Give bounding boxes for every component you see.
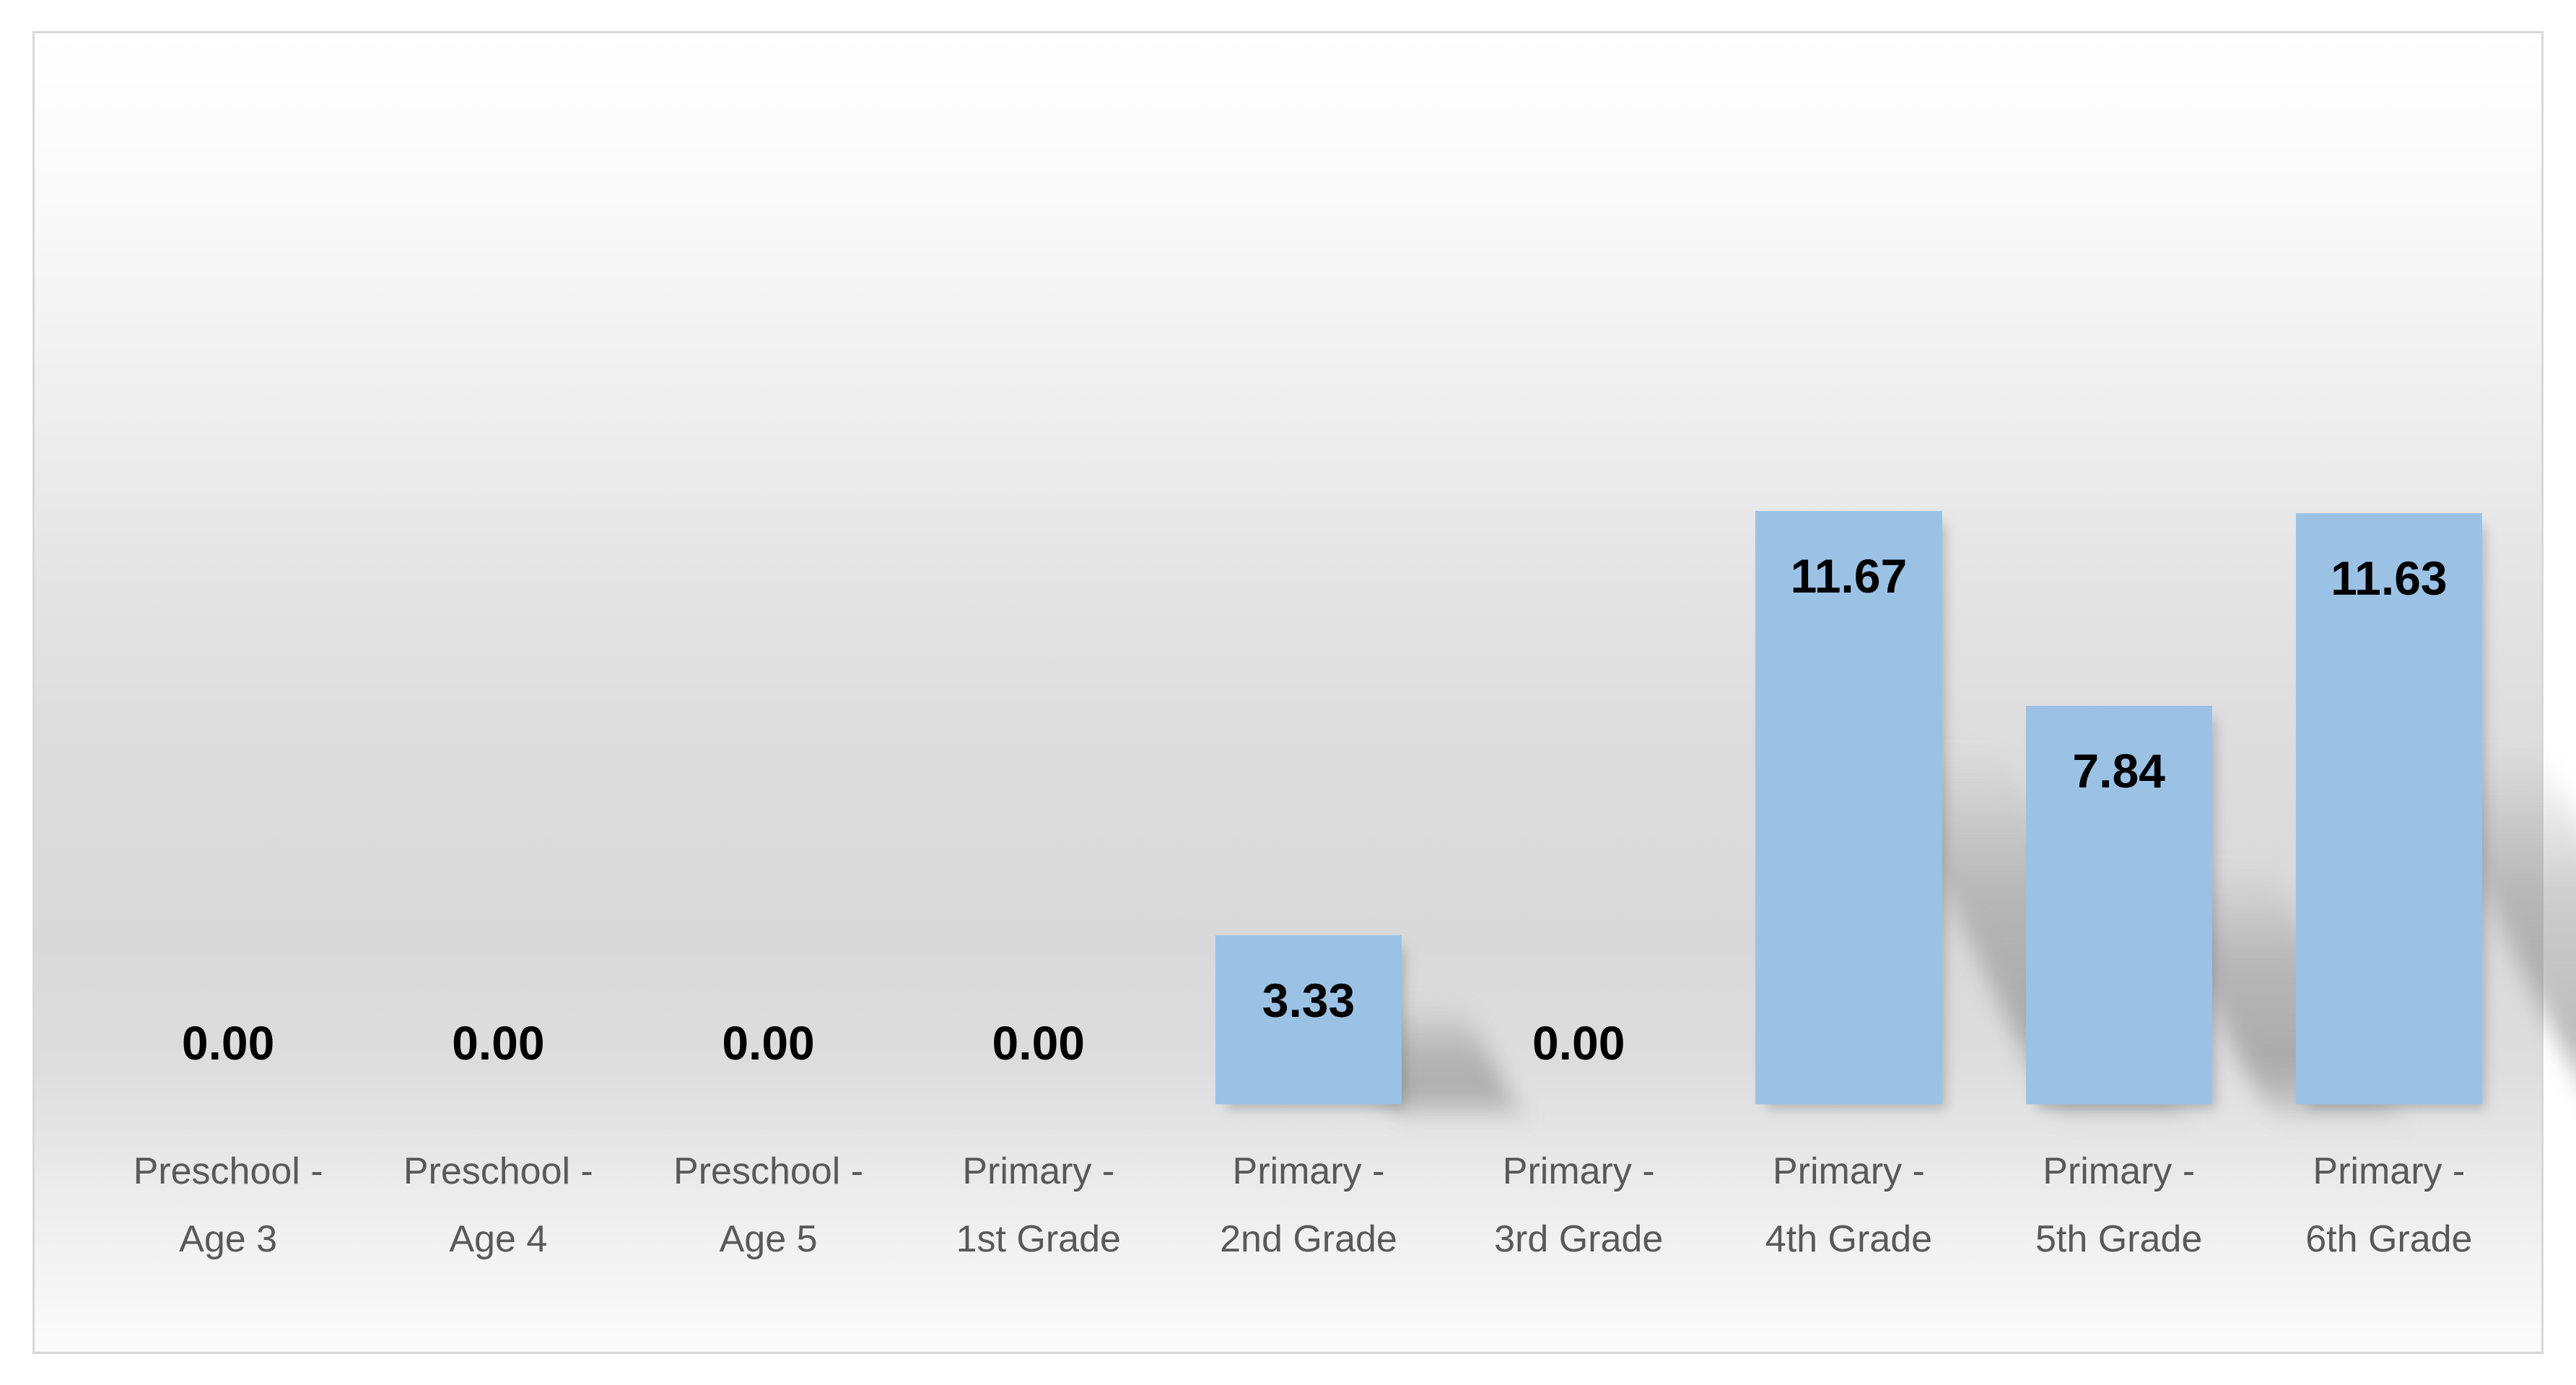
category-label-line: Primary -	[1772, 1150, 1925, 1192]
category-label-line: Primary -	[1502, 1150, 1655, 1192]
category-label-line: Age 4	[449, 1218, 548, 1260]
category-label-line: 1st Grade	[956, 1218, 1121, 1260]
category-label-primary-2nd-grade: Primary - 2nd Grade	[1174, 1137, 1444, 1273]
data-label-primary-6th-grade: 11.63	[2331, 551, 2448, 605]
bar-slot-preschool-age-3: 0.00	[93, 33, 363, 1104]
data-label-primary-4th-grade: 11.67	[1790, 549, 1908, 603]
category-label-line: 5th Grade	[2035, 1218, 2203, 1260]
data-label-primary-1st-grade: 0.00	[992, 1016, 1085, 1070]
category-label-primary-4th-grade: Primary - 4th Grade	[1713, 1137, 1983, 1273]
bar-slot-preschool-age-5: 0.00	[633, 33, 903, 1104]
data-label-preschool-age-4: 0.00	[452, 1016, 545, 1070]
category-label-line: Age 3	[179, 1218, 278, 1260]
category-label-line: Preschool -	[133, 1150, 323, 1192]
bar-slot-preschool-age-4: 0.00	[363, 33, 633, 1104]
category-axis: Preschool - Age 3 Preschool - Age 4 Preschoo…	[93, 1137, 2524, 1273]
category-label-primary-5th-grade: Primary - 5th Grade	[1984, 1137, 2254, 1273]
category-label-line: Preschool -	[673, 1150, 864, 1192]
category-label-line: Primary -	[962, 1150, 1115, 1192]
category-label-line: 6th Grade	[2305, 1218, 2473, 1260]
bar-primary-2nd-grade	[1215, 935, 1402, 1104]
data-label-primary-2nd-grade: 3.33	[1262, 974, 1355, 1027]
chart-area: 0.00 0.00 0.00 0.00 3.33 0.00 11.67 7.84 11.63 P…	[32, 31, 2576, 1354]
category-label-line: 2nd Grade	[1220, 1218, 1397, 1260]
category-label-line: 3rd Grade	[1494, 1218, 1664, 1260]
category-label-preschool-age-5: Preschool - Age 5	[633, 1137, 903, 1273]
bar-primary-4th-grade	[1755, 511, 1942, 1104]
category-label-line: Age 5	[719, 1218, 818, 1260]
category-label-preschool-age-4: Preschool - Age 4	[363, 1137, 633, 1273]
bar-slot-primary-6th-grade: 11.63	[2254, 33, 2576, 1114]
bar-slot-primary-4th-grade: 11.67	[1713, 33, 2184, 1114]
category-label-line: Primary -	[1232, 1150, 1385, 1192]
category-label-preschool-age-3: Preschool - Age 3	[93, 1137, 363, 1273]
category-label-primary-6th-grade: Primary - 6th Grade	[2254, 1137, 2524, 1273]
bar-primary-6th-grade	[2295, 513, 2482, 1104]
data-label-preschool-age-3: 0.00	[181, 1016, 275, 1070]
data-label-primary-5th-grade: 7.84	[2072, 744, 2165, 798]
category-label-primary-3rd-grade: Primary - 3rd Grade	[1444, 1137, 1713, 1273]
category-label-line: Preschool -	[403, 1150, 593, 1192]
data-label-primary-3rd-grade: 0.00	[1532, 1016, 1625, 1070]
data-label-preschool-age-5: 0.00	[722, 1016, 815, 1070]
bar-slot-primary-5th-grade: 7.84	[1984, 33, 2397, 1114]
category-label-primary-1st-grade: Primary - 1st Grade	[904, 1137, 1174, 1273]
category-label-line: Primary -	[2313, 1150, 2466, 1192]
category-label-line: 4th Grade	[1765, 1218, 1933, 1260]
plot-area: 0.00 0.00 0.00 0.00 3.33 0.00 11.67 7.84 11.63	[93, 33, 2576, 1114]
bar-primary-5th-grade	[2025, 706, 2212, 1104]
bar-slot-primary-3rd-grade: 0.00	[1444, 33, 1713, 1104]
category-label-line: Primary -	[2043, 1150, 2196, 1192]
bar-slot-primary-2nd-grade: 3.33	[1174, 33, 1520, 1114]
bar-slot-primary-1st-grade: 0.00	[904, 33, 1174, 1104]
